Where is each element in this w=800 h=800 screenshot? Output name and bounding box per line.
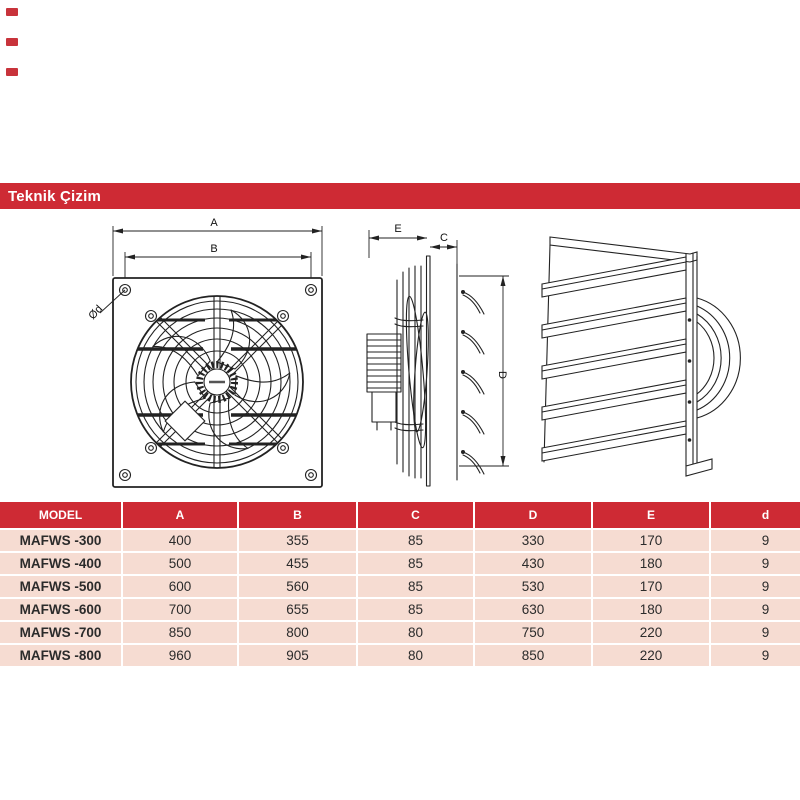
- table-row: MAFWS -300 400 355 85 330 170 9: [0, 529, 800, 553]
- louver-slats: [541, 256, 687, 462]
- value-cell: 80: [357, 644, 475, 668]
- value-cell: 905: [238, 644, 358, 668]
- hub-tick-ring: [196, 361, 238, 403]
- corner-bolt-holes: [118, 283, 318, 482]
- model-cell: MAFWS -300: [0, 529, 123, 553]
- hole-diameter-callout: Ød: [86, 289, 126, 322]
- value-cell: 9: [710, 552, 800, 576]
- louver-flaps-profile: [456, 263, 485, 481]
- value-cell: 170: [592, 529, 711, 553]
- table-row: MAFWS -400 500 455 85 430 180 9: [0, 552, 800, 576]
- value-cell: 85: [357, 529, 475, 553]
- dimension-c: C: [430, 232, 458, 264]
- col-header-dd: d: [710, 502, 800, 530]
- dim-c-label: C: [440, 232, 448, 244]
- value-cell: 85: [357, 598, 475, 622]
- value-cell: 800: [238, 621, 358, 645]
- motor: [366, 333, 402, 431]
- motor-junction-box: [371, 391, 397, 423]
- value-cell: 180: [592, 598, 711, 622]
- section-header: Teknik Çizim: [0, 183, 800, 209]
- value-cell: 750: [474, 621, 593, 645]
- col-header-d: D: [474, 502, 593, 530]
- fan-impeller: [152, 309, 291, 450]
- red-mark: [6, 38, 18, 46]
- mounting-plate-profile: [425, 255, 431, 487]
- col-header-a: A: [122, 502, 239, 530]
- value-cell: 850: [122, 621, 239, 645]
- value-cell: 455: [238, 552, 358, 576]
- value-cell: 850: [474, 644, 593, 668]
- col-header-b: B: [238, 502, 358, 530]
- red-mark: [6, 8, 18, 16]
- value-cell: 220: [592, 621, 711, 645]
- value-cell: 9: [710, 529, 800, 553]
- table-header-row: MODEL A B C D E d: [0, 502, 800, 530]
- dim-b-label: B: [210, 243, 217, 255]
- dim-d-label: D: [496, 371, 508, 379]
- dimension-b: B: [124, 243, 312, 278]
- model-cell: MAFWS -400: [0, 552, 123, 576]
- model-cell: MAFWS -500: [0, 575, 123, 599]
- col-header-c: C: [357, 502, 475, 530]
- value-cell: 330: [474, 529, 593, 553]
- model-cell: MAFWS -800: [0, 644, 123, 668]
- value-cell: 600: [122, 575, 239, 599]
- dim-a-label: A: [210, 217, 218, 229]
- value-cell: 655: [238, 598, 358, 622]
- table-row: MAFWS -600 700 655 85 630 180 9: [0, 598, 800, 622]
- value-cell: 9: [710, 621, 800, 645]
- model-cell: MAFWS -600: [0, 598, 123, 622]
- value-cell: 170: [592, 575, 711, 599]
- dimension-table: MODEL A B C D E d MAFWS -300 400 355 85 …: [0, 502, 800, 668]
- mounting-plate: [112, 277, 323, 488]
- dimension-d: D: [459, 275, 509, 467]
- value-cell: 85: [357, 575, 475, 599]
- hole-diameter-label: Ød: [86, 303, 105, 322]
- value-cell: 220: [592, 644, 711, 668]
- dimension-e: E: [368, 223, 427, 258]
- value-cell: 85: [357, 552, 475, 576]
- dimension-table-wrap: MODEL A B C D E d MAFWS -300 400 355 85 …: [0, 502, 800, 668]
- value-cell: 530: [474, 575, 593, 599]
- red-mark: [6, 68, 18, 76]
- value-cell: 9: [710, 575, 800, 599]
- dimension-a: A: [112, 217, 323, 276]
- section-title: Teknik Çizim: [8, 187, 101, 205]
- value-cell: 700: [122, 598, 239, 622]
- blade-profile: [405, 295, 429, 449]
- value-cell: 9: [710, 644, 800, 668]
- value-cell: 560: [238, 575, 358, 599]
- col-header-e: E: [592, 502, 711, 530]
- table-row: MAFWS -700 850 800 80 750 220 9: [0, 621, 800, 645]
- value-cell: 9: [710, 598, 800, 622]
- value-cell: 500: [122, 552, 239, 576]
- model-cell: MAFWS -700: [0, 621, 123, 645]
- table-row: MAFWS -500 600 560 85 530 170 9: [0, 575, 800, 599]
- value-cell: 400: [122, 529, 239, 553]
- duct-rings: [696, 297, 741, 419]
- dim-e-label: E: [394, 223, 401, 235]
- value-cell: 80: [357, 621, 475, 645]
- value-cell: 630: [474, 598, 593, 622]
- louver-3d-view-drawing: [541, 236, 741, 477]
- fan-front-view-drawing: A B Ød: [86, 217, 323, 488]
- value-cell: 355: [238, 529, 358, 553]
- value-cell: 960: [122, 644, 239, 668]
- value-cell: 180: [592, 552, 711, 576]
- fan-side-view-drawing: E C D: [366, 223, 509, 487]
- table-row: MAFWS -800 960 905 80 850 220 9: [0, 644, 800, 668]
- value-cell: 430: [474, 552, 593, 576]
- col-header-model: MODEL: [0, 502, 123, 530]
